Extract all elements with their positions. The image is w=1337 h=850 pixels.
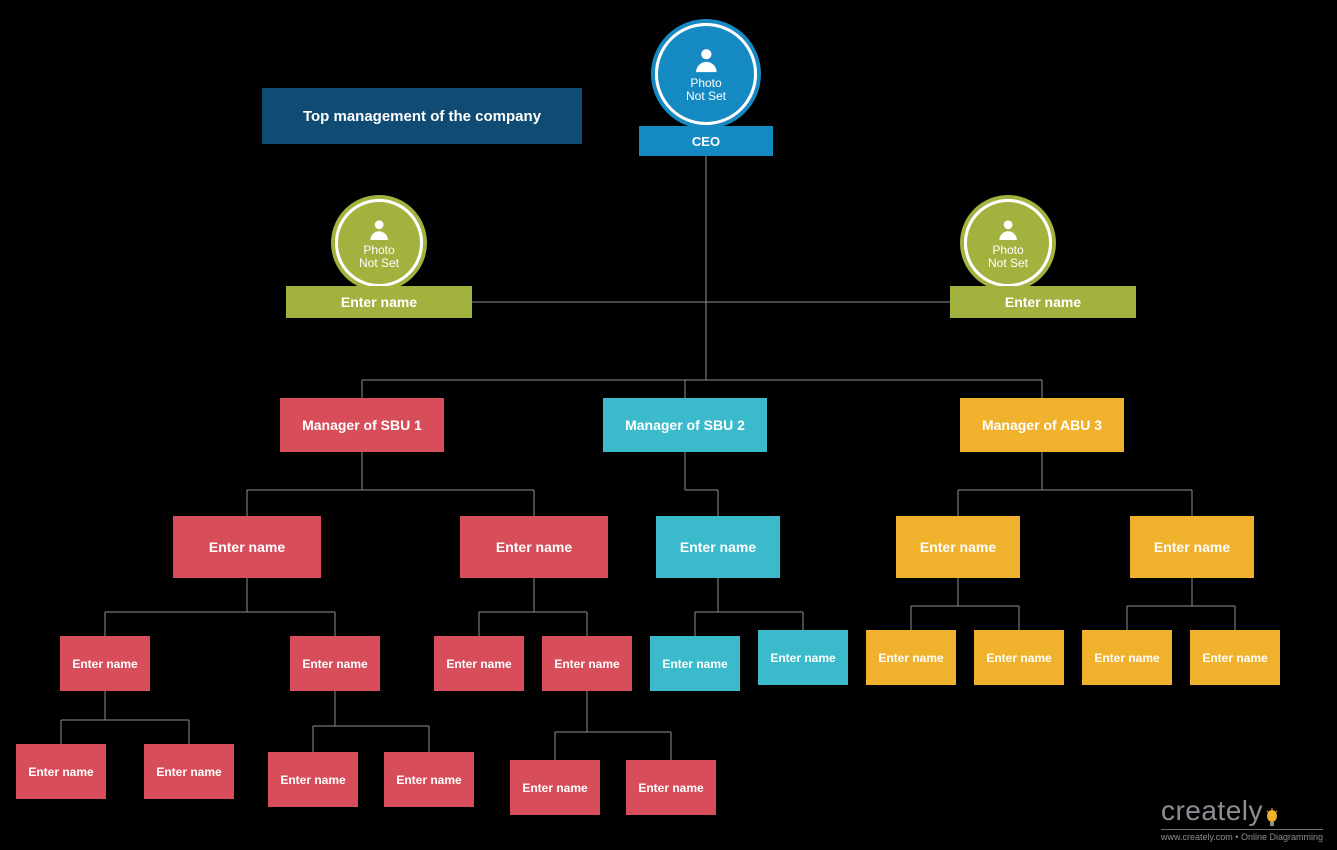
org-node-m1b: Enter name — [460, 516, 608, 578]
org-node-label: Enter name — [554, 657, 619, 671]
org-node-m2a: Enter name — [656, 516, 780, 578]
org-node-label: Enter name — [28, 765, 93, 779]
avatar-photo-label: Photo — [363, 243, 394, 257]
org-node-label: Enter name — [209, 539, 285, 555]
avatar-notset-label: Not Set — [686, 89, 726, 103]
org-node-m2a2: Enter name — [758, 630, 848, 685]
org-node-label: Enter name — [770, 651, 835, 665]
brand-tagline: www.creately.com • Online Diagramming — [1161, 829, 1323, 842]
org-node-m3a2: Enter name — [974, 630, 1064, 685]
org-node-m1b2b: Enter name — [626, 760, 716, 815]
person-icon — [691, 44, 722, 75]
org-node-m1b1: Enter name — [434, 636, 524, 691]
org-node-label: Enter name — [302, 657, 367, 671]
org-node-ceo: CEO — [639, 126, 773, 156]
org-node-m3a1: Enter name — [866, 630, 956, 685]
org-node-label: Enter name — [1005, 294, 1081, 310]
org-node-m2: Manager of SBU 2 — [603, 398, 767, 452]
creately-logo: creately www.creately.com • Online Diagr… — [1161, 795, 1323, 842]
org-node-label: Manager of ABU 3 — [982, 417, 1102, 433]
org-node-label: Enter name — [156, 765, 221, 779]
org-node-m3: Manager of ABU 3 — [960, 398, 1124, 452]
org-node-label: Enter name — [680, 539, 756, 555]
org-node-m2a1: Enter name — [650, 636, 740, 691]
org-node-m1a1a: Enter name — [16, 744, 106, 799]
org-node-m1a1: Enter name — [60, 636, 150, 691]
org-node-m1a: Enter name — [173, 516, 321, 578]
org-node-label: Enter name — [496, 539, 572, 555]
title-box: Top management of the company — [262, 88, 582, 144]
org-node-label: Enter name — [1202, 651, 1267, 665]
org-node-m3b2: Enter name — [1190, 630, 1280, 685]
org-node-m3a: Enter name — [896, 516, 1020, 578]
avatar-ceo: PhotoNot Set — [651, 19, 761, 129]
org-node-label: Enter name — [986, 651, 1051, 665]
avatar-photo-label: Photo — [690, 76, 721, 90]
org-node-m1: Manager of SBU 1 — [280, 398, 444, 452]
org-node-label: Enter name — [446, 657, 511, 671]
org-node-label: Enter name — [72, 657, 137, 671]
org-node-label: Manager of SBU 2 — [625, 417, 745, 433]
brand-name: creately — [1161, 795, 1263, 827]
avatar-photo-label: Photo — [992, 243, 1023, 257]
org-node-label: Enter name — [522, 781, 587, 795]
org-node-label: Enter name — [920, 539, 996, 555]
org-node-m1a2b: Enter name — [384, 752, 474, 807]
org-node-label: Enter name — [341, 294, 417, 310]
avatar-notset-label: Not Set — [359, 256, 399, 270]
org-node-label: CEO — [692, 134, 720, 149]
avatar-l2-right: PhotoNot Set — [960, 195, 1056, 291]
title-label: Top management of the company — [303, 108, 541, 125]
org-node-l2b: Enter name — [950, 286, 1136, 318]
org-node-m3b1: Enter name — [1082, 630, 1172, 685]
person-icon — [366, 216, 392, 242]
lightbulb-icon — [1265, 805, 1279, 827]
org-node-l2a: Enter name — [286, 286, 472, 318]
org-node-m1a1b: Enter name — [144, 744, 234, 799]
org-node-label: Enter name — [396, 773, 461, 787]
avatar-notset-label: Not Set — [988, 256, 1028, 270]
org-node-m1b2: Enter name — [542, 636, 632, 691]
org-chart-canvas: Top management of the company PhotoNot S… — [0, 0, 1337, 850]
org-node-label: Enter name — [1154, 539, 1230, 555]
avatar-l2-left: PhotoNot Set — [331, 195, 427, 291]
org-node-m1a2: Enter name — [290, 636, 380, 691]
org-node-label: Enter name — [662, 657, 727, 671]
org-node-label: Enter name — [1094, 651, 1159, 665]
org-node-label: Manager of SBU 1 — [302, 417, 422, 433]
org-node-label: Enter name — [280, 773, 345, 787]
org-node-label: Enter name — [878, 651, 943, 665]
org-node-label: Enter name — [638, 781, 703, 795]
org-node-m1a2a: Enter name — [268, 752, 358, 807]
org-node-m1b2a: Enter name — [510, 760, 600, 815]
person-icon — [995, 216, 1021, 242]
org-node-m3b: Enter name — [1130, 516, 1254, 578]
